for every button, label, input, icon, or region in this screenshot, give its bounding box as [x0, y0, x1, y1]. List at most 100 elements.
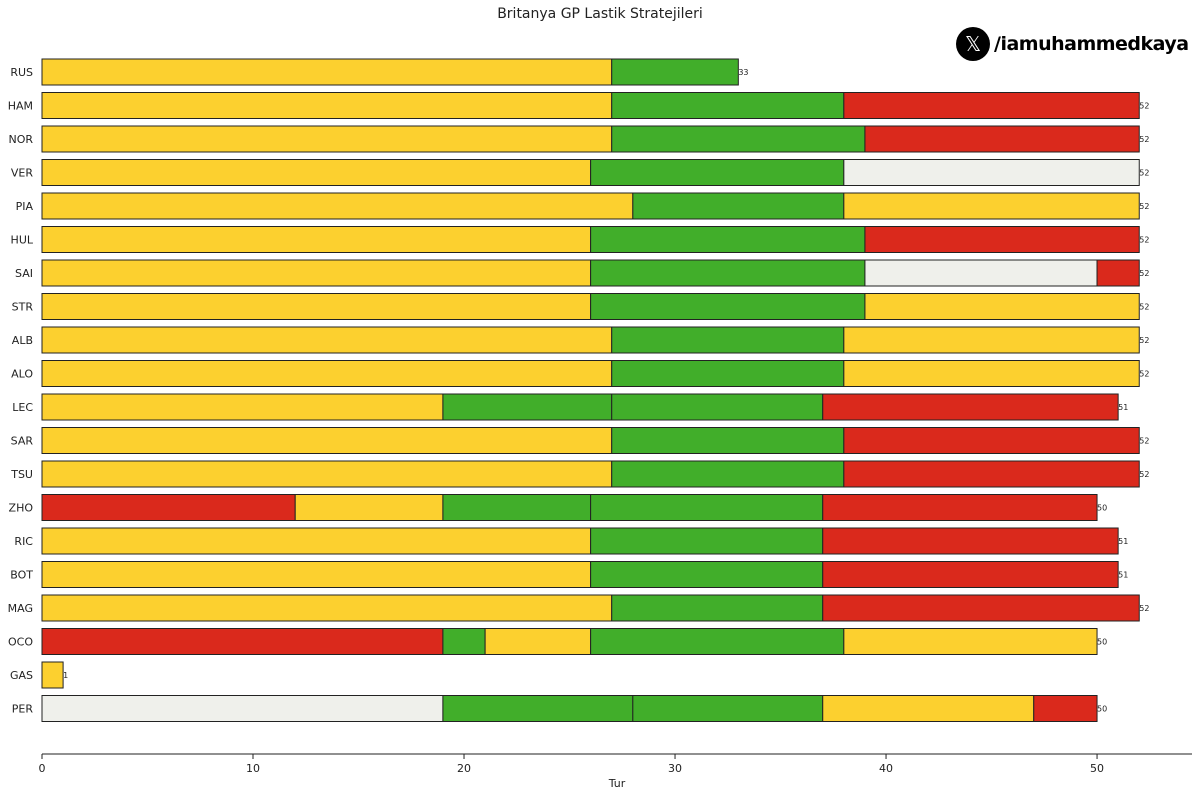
- stint-end-label: 50: [1097, 705, 1107, 714]
- stint-bar-bot-2: [590, 561, 824, 588]
- y-tick-label-nor: NOR: [8, 133, 33, 146]
- stint-bar-oco-5: [843, 628, 1098, 655]
- x-tick-label: 50: [1090, 762, 1104, 775]
- y-tick-label-oco: OCO: [8, 636, 33, 649]
- y-tick-label-tsu: TSU: [10, 468, 33, 481]
- chart-title: Britanya GP Lastik Stratejileri: [497, 6, 703, 22]
- stint-bar-oco-3: [484, 628, 592, 655]
- stint-bar-mag-2: [611, 594, 824, 622]
- stint-end-label: 52: [1139, 470, 1149, 479]
- stint-bar-zho-5: [822, 494, 1098, 521]
- stint-bar-per-2: [442, 695, 634, 722]
- stint-end-label: 52: [1139, 604, 1149, 613]
- stint-bar-zho-4: [590, 494, 824, 521]
- stint-bar-sar-1: [41, 427, 613, 454]
- stint-end-label: 51: [1118, 403, 1128, 412]
- y-tick-label-hul: HUL: [11, 234, 34, 247]
- stint-bar-str-1: [41, 293, 592, 320]
- y-tick-label-gas: GAS: [10, 669, 33, 682]
- stint-end-label: 51: [1118, 571, 1128, 580]
- stint-end-label: 1: [63, 671, 68, 680]
- stint-bar-pia-2: [632, 192, 845, 220]
- stint-bar-alo-1: [41, 360, 613, 387]
- stint-bar-per-3: [632, 695, 824, 722]
- stint-end-label: 51: [1118, 537, 1128, 546]
- y-tick-label-alb: ALB: [12, 334, 33, 347]
- stint-end-label: 52: [1139, 303, 1149, 312]
- y-tick-label-pia: PIA: [16, 200, 34, 213]
- stint-bar-pia-3: [843, 192, 1140, 220]
- y-tick-label-ric: RIC: [14, 535, 33, 548]
- stint-bar-nor-3: [864, 125, 1140, 153]
- stint-bar-oco-2: [442, 628, 486, 655]
- stint-bar-rus-1: [41, 58, 613, 86]
- stint-bar-alo-2: [611, 360, 845, 387]
- stint-bar-sar-2: [611, 427, 845, 454]
- stint-bar-lec-4: [822, 393, 1119, 421]
- y-tick-label-sar: SAR: [11, 435, 34, 448]
- stint-bar-per-5: [1033, 695, 1098, 722]
- stint-end-label: 52: [1139, 169, 1149, 178]
- x-tick-label: 20: [457, 762, 471, 775]
- stint-bar-sai-1: [41, 259, 592, 287]
- x-axis-label: Tur: [608, 777, 626, 790]
- stint-bar-per-1: [41, 695, 444, 722]
- y-tick-label-str: STR: [12, 301, 34, 314]
- stint-bar-sar-3: [843, 427, 1140, 454]
- stint-bar-pia-1: [41, 192, 634, 220]
- y-tick-label-rus: RUS: [10, 66, 33, 79]
- stint-end-label: 52: [1139, 336, 1149, 345]
- stint-end-label: 52: [1139, 370, 1149, 379]
- y-tick-label-ham: HAM: [8, 100, 33, 113]
- stint-bar-alo-3: [843, 360, 1140, 387]
- stint-bar-tsu-2: [611, 460, 845, 488]
- stint-bar-ric-1: [41, 527, 592, 555]
- stint-end-label: 52: [1139, 236, 1149, 245]
- stint-bar-mag-1: [41, 594, 613, 622]
- stint-bar-ham-2: [611, 92, 845, 119]
- y-tick-label-per: PER: [12, 703, 34, 716]
- stint-bar-zho-2: [294, 494, 444, 521]
- stint-end-label: 50: [1097, 638, 1107, 647]
- stint-bar-sai-3: [864, 259, 1098, 287]
- stint-bar-rus-2: [611, 58, 739, 86]
- x-tick-label: 40: [879, 762, 893, 775]
- stint-bar-oco-1: [41, 628, 444, 655]
- stint-end-label: 50: [1097, 504, 1107, 513]
- stint-bar-mag-3: [822, 594, 1140, 622]
- stint-bar-ric-2: [590, 527, 824, 555]
- stint-bar-alb-3: [843, 326, 1140, 354]
- stint-bar-bot-3: [822, 561, 1119, 588]
- stint-end-label: 52: [1139, 102, 1149, 111]
- stint-end-label: 52: [1139, 135, 1149, 144]
- stint-bar-bot-1: [41, 561, 592, 588]
- stint-bar-ver-3: [843, 159, 1140, 186]
- x-logo-icon: 𝕏: [956, 27, 990, 61]
- stint-bar-zho-1: [41, 494, 296, 521]
- stint-bar-ver-2: [590, 159, 845, 186]
- stint-bar-tsu-3: [843, 460, 1140, 488]
- stint-bar-hul-2: [590, 226, 866, 253]
- stint-bar-ric-3: [822, 527, 1119, 555]
- watermark: 𝕏 /iamuhammedkaya: [956, 27, 1189, 61]
- stint-bar-nor-1: [41, 125, 613, 153]
- stint-bar-gas-1: [41, 661, 64, 689]
- stint-bar-lec-2: [442, 393, 613, 421]
- y-tick-label-lec: LEC: [12, 401, 33, 414]
- stint-bar-ham-1: [41, 92, 613, 119]
- stint-end-label: 33: [738, 68, 748, 77]
- stint-bar-alb-2: [611, 326, 845, 354]
- stint-end-label: 52: [1139, 437, 1149, 446]
- y-tick-label-bot: BOT: [10, 569, 33, 582]
- x-tick-label: 10: [246, 762, 260, 775]
- y-tick-label-sai: SAI: [15, 267, 33, 280]
- stint-bar-hul-1: [41, 226, 592, 253]
- stint-bar-alb-1: [41, 326, 613, 354]
- stint-bar-ver-1: [41, 159, 592, 186]
- y-tick-label-zho: ZHO: [9, 502, 34, 515]
- stint-bar-lec-1: [41, 393, 444, 421]
- stint-bar-sai-2: [590, 259, 866, 287]
- watermark-handle: /iamuhammedkaya: [994, 33, 1189, 55]
- y-tick-label-mag: MAG: [8, 602, 33, 615]
